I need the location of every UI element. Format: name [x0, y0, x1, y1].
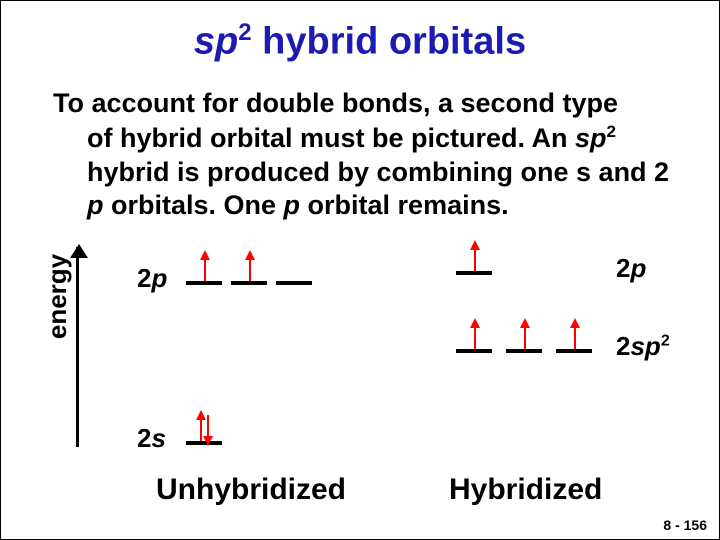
body-paragraph: To account for double bonds, a second ty…: [53, 87, 679, 223]
electron-up-arrow: [524, 323, 526, 349]
caption-unhybridized: Unhybridized: [156, 473, 346, 507]
electron-up-arrow: [574, 323, 576, 349]
label-2sp2-right: 2sp2: [616, 331, 670, 362]
orbital-line: [556, 349, 592, 353]
orbital-line: [456, 271, 492, 275]
slide-title: sp2 hybrid orbitals: [1, 19, 719, 64]
slide: sp2 hybrid orbitals To account for doubl…: [0, 0, 720, 540]
electron-up-arrow: [474, 323, 476, 349]
electron-up-arrow: [204, 255, 206, 281]
caption-hybridized: Hybridized: [449, 473, 602, 507]
orbital-line: [506, 349, 542, 353]
label-2s-left: 2s: [137, 423, 166, 454]
orbital-line: [231, 281, 267, 285]
orbital-line: [276, 281, 312, 285]
orbital-line: [186, 281, 222, 285]
body-line-1: To account for double bonds, a second ty…: [53, 88, 618, 118]
label-2p-right: 2p: [616, 253, 646, 284]
electron-up-arrow: [200, 415, 202, 441]
electron-up-arrow: [474, 245, 476, 271]
electron-down-arrow: [207, 415, 209, 441]
electron-up-arrow: [249, 255, 251, 281]
label-2p-left: 2p: [137, 263, 167, 294]
orbital-line: [456, 349, 492, 353]
page-number: 8 - 156: [663, 517, 707, 533]
body-rest: of hybrid orbital must be pictured. An s…: [53, 121, 679, 223]
energy-axis-arrow: [76, 247, 79, 447]
orbital-diagram: 2p 2s 2p 2sp2: [61, 241, 689, 461]
